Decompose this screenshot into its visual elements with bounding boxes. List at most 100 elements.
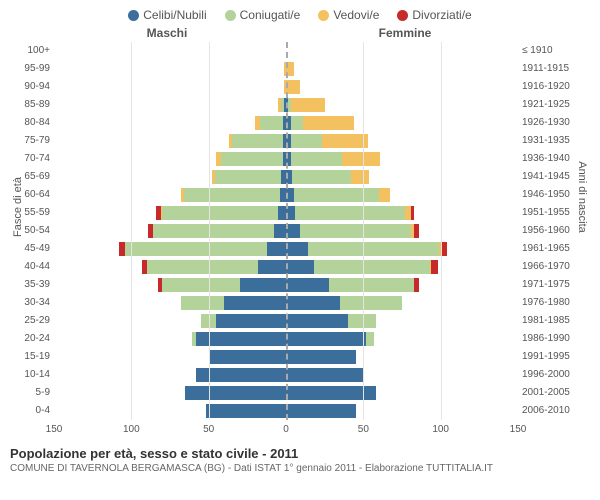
female-half	[286, 152, 518, 166]
age-label: 45-49	[6, 240, 50, 258]
legend-item: Coniugati/e	[225, 8, 301, 22]
female-half	[286, 314, 518, 328]
chart-title: Popolazione per età, sesso e stato civil…	[10, 446, 590, 461]
x-tick: 100	[432, 424, 449, 435]
age-label: 90-94	[6, 78, 50, 96]
x-axis-wrap: 150 100 50 0 50 100 150	[0, 420, 600, 440]
male-half	[54, 350, 286, 364]
year-label: ≤ 1910	[522, 42, 594, 60]
bar-segment	[300, 224, 411, 238]
header-female: Femmine	[286, 26, 524, 40]
year-label: 1911-1915	[522, 60, 594, 78]
x-tick: 150	[46, 424, 63, 435]
y-axis-right-title: Anni di nascita	[576, 161, 588, 233]
legend-item: Vedovi/e	[318, 8, 379, 22]
bar-segment	[314, 260, 430, 274]
bar-segment	[162, 278, 239, 292]
female-half	[286, 170, 518, 184]
female-half	[286, 386, 518, 400]
female-half	[286, 116, 518, 130]
x-tick: 50	[203, 424, 214, 435]
bar-segment	[181, 296, 224, 310]
male-half	[54, 170, 286, 184]
bar-segment	[209, 350, 286, 364]
age-label: 40-44	[6, 258, 50, 276]
legend-item: Celibi/Nubili	[128, 8, 206, 22]
x-tick: 150	[510, 424, 527, 435]
bar-segment	[162, 206, 278, 220]
x-tick: 50	[358, 424, 369, 435]
bar-segment	[267, 242, 286, 256]
legend-item: Divorziati/e	[397, 8, 471, 22]
female-half	[286, 296, 518, 310]
age-label: 5-9	[6, 384, 50, 402]
year-label: 2006-2010	[522, 402, 594, 420]
bar-segment	[286, 368, 363, 382]
female-half	[286, 206, 518, 220]
female-half	[286, 224, 518, 238]
year-label: 1981-1985	[522, 312, 594, 330]
legend-swatch	[128, 10, 139, 21]
legend-label: Divorziati/e	[412, 8, 471, 22]
legend-swatch	[225, 10, 236, 21]
year-label: 1971-1975	[522, 276, 594, 294]
bar-segment	[260, 116, 283, 130]
bar-segment	[286, 80, 300, 94]
bar-segment	[196, 332, 286, 346]
bar-segment	[215, 170, 282, 184]
bar-segment	[286, 260, 314, 274]
female-half	[286, 332, 518, 346]
bar-segment	[292, 170, 351, 184]
female-half	[286, 80, 518, 94]
female-half	[286, 242, 518, 256]
bar-segment	[329, 278, 414, 292]
bar-segment	[286, 242, 308, 256]
female-half	[286, 260, 518, 274]
bar-segment	[216, 314, 286, 328]
male-half	[54, 152, 286, 166]
female-half	[286, 62, 518, 76]
x-tick: 0	[283, 424, 289, 435]
female-half	[286, 350, 518, 364]
legend-swatch	[397, 10, 408, 21]
bar-segment	[291, 134, 322, 148]
year-label: 1926-1930	[522, 114, 594, 132]
bar-segment	[308, 242, 439, 256]
bar-segment	[286, 278, 329, 292]
male-half	[54, 296, 286, 310]
year-label: 1966-1970	[522, 258, 594, 276]
year-label: 1991-1995	[522, 348, 594, 366]
bar-segment	[221, 152, 283, 166]
year-label: 1931-1935	[522, 132, 594, 150]
x-axis: 15010050050100150	[54, 420, 518, 440]
year-label: 1916-1920	[522, 78, 594, 96]
male-half	[54, 278, 286, 292]
bar-segment	[232, 134, 283, 148]
bar-segment	[147, 260, 258, 274]
bar-segment	[342, 152, 381, 166]
male-half	[54, 116, 286, 130]
bar-segment	[322, 134, 368, 148]
bar-segment	[291, 116, 303, 130]
bar-segment	[184, 188, 280, 202]
bar-segment	[286, 350, 356, 364]
female-half	[286, 188, 518, 202]
header-male: Maschi	[48, 26, 286, 40]
x-tick: 100	[123, 424, 140, 435]
gridline	[209, 42, 210, 420]
bar-segment	[295, 206, 405, 220]
age-label: 100+	[6, 42, 50, 60]
bar-segment	[303, 116, 354, 130]
male-half	[54, 404, 286, 418]
male-half	[54, 62, 286, 76]
bar-segment	[348, 314, 376, 328]
bar-segment	[294, 188, 379, 202]
bar-segment	[414, 278, 419, 292]
male-half	[54, 80, 286, 94]
bar-segment	[340, 296, 402, 310]
male-half	[54, 134, 286, 148]
age-label: 20-24	[6, 330, 50, 348]
year-label: 1996-2000	[522, 366, 594, 384]
bar-segment	[125, 242, 267, 256]
age-label: 85-89	[6, 96, 50, 114]
